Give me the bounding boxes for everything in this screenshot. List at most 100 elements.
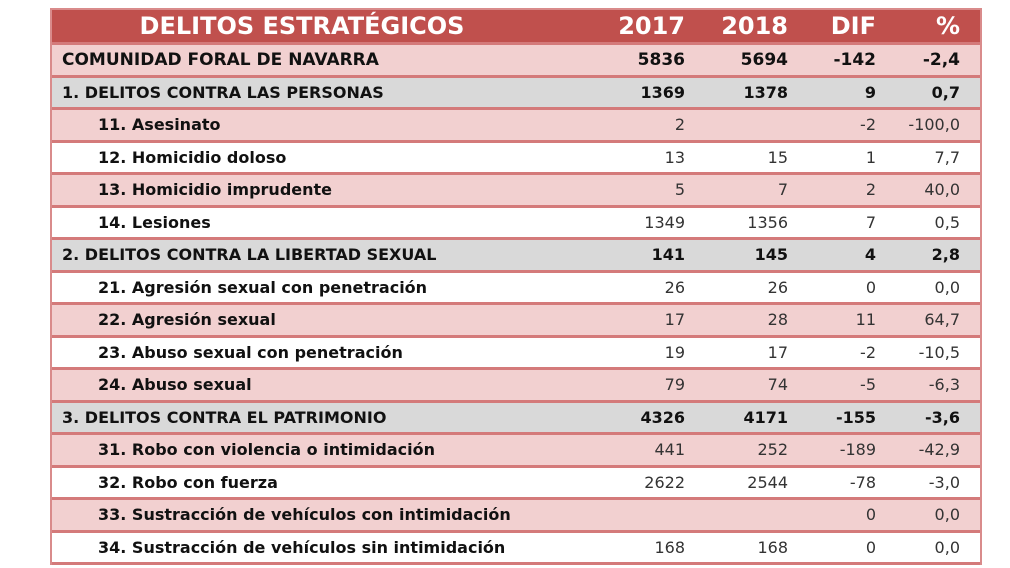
value-percent: 40,0: [924, 180, 960, 200]
value-2017: 1349: [644, 212, 685, 232]
value-2017: 2622: [644, 472, 685, 492]
value-2018: 1378: [743, 82, 788, 102]
table-header-row: DELITOS ESTRATÉGICOS 2017 2018 DIF %: [52, 10, 980, 45]
table-row: 21. Agresión sexual con penetración 26 26 0…: [52, 272, 980, 305]
value-percent: -3,0: [928, 472, 960, 492]
value-dif: 0: [865, 505, 876, 525]
value-dif: -189: [839, 440, 876, 460]
row-label: COMUNIDAD FORAL DE NAVARRA: [62, 49, 379, 70]
value-2017: 17: [664, 310, 685, 330]
table-row: 31. Robo con violencia o intimidación 441…: [52, 435, 980, 468]
value-2017: 4326: [640, 407, 685, 427]
value-dif: 0: [865, 277, 876, 297]
value-percent: -100,0: [908, 115, 960, 135]
table-row: 32. Robo con fuerza 2622 2544 -78 -3,0: [52, 467, 980, 500]
value-percent: 0,5: [934, 212, 960, 232]
value-2017: 13: [664, 147, 685, 167]
column-header-2017: 2017: [618, 12, 685, 40]
value-dif: 7: [865, 212, 876, 232]
category-row: 3. DELITOS CONTRA EL PATRIMONIO 4326 4171 -…: [52, 402, 980, 435]
value-2017: 79: [664, 375, 685, 395]
value-percent: 0,0: [934, 277, 960, 297]
value-2017: 141: [651, 245, 685, 265]
value-2018: 4171: [743, 407, 788, 427]
value-2018: 145: [754, 245, 788, 265]
value-2018: 1356: [747, 212, 788, 232]
table-row: 33. Sustracción de vehículos con intimid…: [52, 500, 980, 533]
value-2017: 441: [654, 440, 685, 460]
row-label: 32. Robo con fuerza: [98, 472, 278, 492]
value-dif: -2: [860, 342, 876, 362]
value-dif: -155: [835, 407, 876, 427]
table-row: 12. Homicidio doloso 13 15 1 7,7: [52, 142, 980, 175]
value-percent: 2,8: [931, 245, 960, 265]
row-label: 11. Asesinato: [98, 115, 221, 135]
value-dif: 2: [865, 180, 876, 200]
value-dif: -2: [860, 115, 876, 135]
value-2018: 26: [767, 277, 788, 297]
crime-statistics-table: DELITOS ESTRATÉGICOS 2017 2018 DIF % COM…: [50, 8, 982, 565]
row-label: 34. Sustracción de vehículos sin intimid…: [98, 537, 506, 557]
value-2017: 168: [654, 537, 685, 557]
value-dif: 9: [864, 82, 876, 102]
table-title: DELITOS ESTRATÉGICOS: [139, 12, 465, 40]
value-2018: 74: [767, 375, 788, 395]
column-header-2018: 2018: [721, 12, 788, 40]
value-2017: 5: [674, 180, 685, 200]
table-row: 11. Asesinato 2 -2 -100,0: [52, 110, 980, 143]
value-dif: 0: [865, 537, 876, 557]
category-row: 2. DELITOS CONTRA LA LIBERTAD SEXUAL 141 1…: [52, 240, 980, 273]
category-row: 1. DELITOS CONTRA LAS PERSONAS 1369 1378 9 0…: [52, 77, 980, 110]
value-percent: -10,5: [918, 342, 960, 362]
value-percent: -2,4: [922, 49, 960, 70]
value-2017: 5836: [637, 49, 685, 70]
value-2018: 17: [767, 342, 788, 362]
row-label: 14. Lesiones: [98, 212, 211, 232]
column-header-dif: DIF: [830, 12, 876, 40]
value-2018: 7: [777, 180, 788, 200]
row-label: 22. Agresión sexual: [98, 310, 276, 330]
value-dif: -142: [833, 49, 876, 70]
row-label: 12. Homicidio doloso: [98, 147, 287, 167]
value-percent: -42,9: [918, 440, 960, 460]
table-row: 22. Agresión sexual 17 28 11 64,7: [52, 305, 980, 338]
value-percent: 0,0: [934, 537, 960, 557]
value-percent: -3,6: [925, 407, 960, 427]
value-percent: 0,7: [931, 82, 960, 102]
row-label: 23. Abuso sexual con penetración: [98, 342, 403, 362]
row-label: 21. Agresión sexual con penetración: [98, 277, 428, 297]
value-2018: 28: [767, 310, 788, 330]
value-2017: 19: [664, 342, 685, 362]
table-row: 24. Abuso sexual 79 74 -5 -6,3: [52, 370, 980, 403]
value-2017: 26: [664, 277, 685, 297]
value-2017: 1369: [640, 82, 685, 102]
value-percent: 7,7: [934, 147, 960, 167]
value-percent: 0,0: [934, 505, 960, 525]
value-2017: 2: [674, 115, 685, 135]
total-row: COMUNIDAD FORAL DE NAVARRA 5836 5694 -14…: [52, 45, 980, 78]
table-row: 13. Homicidio imprudente 5 7 2 40,0: [52, 175, 980, 208]
value-percent: -6,3: [928, 375, 960, 395]
row-label: 2. DELITOS CONTRA LA LIBERTAD SEXUAL: [62, 245, 437, 265]
value-dif: 4: [864, 245, 876, 265]
table-row: 34. Sustracción de vehículos sin intimid…: [52, 532, 980, 565]
column-header-percent: %: [935, 12, 960, 40]
value-2018: 5694: [740, 49, 788, 70]
row-label: 1. DELITOS CONTRA LAS PERSONAS: [62, 82, 384, 102]
table-row: 23. Abuso sexual con penetración 19 17 -2 -1…: [52, 337, 980, 370]
row-label: 31. Robo con violencia o intimidación: [98, 440, 435, 460]
value-dif: 11: [855, 310, 876, 330]
value-dif: 1: [865, 147, 876, 167]
value-dif: -5: [860, 375, 876, 395]
value-2018: 168: [757, 537, 788, 557]
value-dif: -78: [849, 472, 876, 492]
value-2018: 2544: [747, 472, 788, 492]
row-label: 13. Homicidio imprudente: [98, 180, 333, 200]
row-label: 3. DELITOS CONTRA EL PATRIMONIO: [62, 407, 387, 427]
row-label: 24. Abuso sexual: [98, 375, 252, 395]
row-label: 33. Sustracción de vehículos con intimid…: [98, 505, 511, 525]
value-percent: 64,7: [924, 310, 960, 330]
table-row: 14. Lesiones 1349 1356 7 0,5: [52, 207, 980, 240]
value-2018: 15: [767, 147, 788, 167]
value-2018: 252: [757, 440, 788, 460]
